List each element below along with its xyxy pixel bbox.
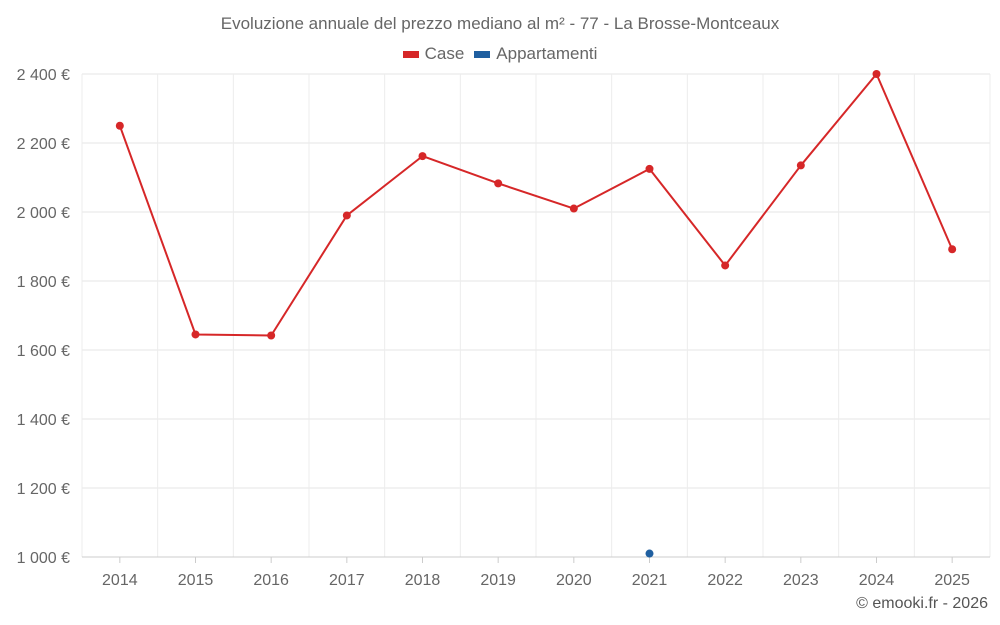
x-tick-label: 2014	[102, 572, 138, 589]
x-tick-label: 2022	[707, 572, 743, 589]
data-point-appartamenti	[645, 549, 654, 558]
data-point-case	[342, 211, 351, 220]
data-point-case	[872, 70, 881, 78]
legend-swatch-case	[402, 50, 419, 58]
x-tick-label: 2019	[480, 572, 516, 589]
series-line-case	[118, 73, 954, 337]
data-point-case	[494, 179, 503, 188]
x-tick-label: 2017	[329, 572, 365, 589]
data-point-case	[191, 330, 200, 339]
credit-text: © emooki.fr - 2026	[856, 595, 988, 612]
chart-title: Evoluzione annuale del prezzo mediano al…	[220, 14, 780, 33]
legend-label-appartamenti: Appartamenti	[496, 44, 598, 63]
data-point-case	[267, 331, 276, 340]
legend-item-appartamenti[interactable]: Appartamenti	[474, 44, 597, 64]
legend: Case Appartamenti	[0, 44, 1000, 64]
data-point-case	[721, 261, 730, 270]
y-tick-label: 2 000 €	[17, 205, 70, 222]
y-tick-label: 1 200 €	[17, 481, 70, 498]
data-point-case	[796, 161, 805, 170]
legend-label-case: Case	[424, 44, 465, 63]
x-tick-label: 2023	[783, 572, 819, 589]
data-point-case	[418, 152, 427, 161]
legend-item-case[interactable]: Case	[402, 44, 465, 64]
data-point-case	[115, 121, 124, 130]
x-tick-label: 2018	[405, 572, 441, 589]
x-tick-label: 2015	[178, 572, 214, 589]
data-point-case	[569, 204, 578, 213]
y-tick-label: 2 200 €	[17, 136, 70, 153]
x-tick-label: 2024	[859, 572, 895, 589]
y-tick-label: 1 600 €	[17, 343, 70, 360]
data-point-case	[645, 164, 654, 173]
y-tick-label: 1 000 €	[17, 550, 70, 567]
legend-swatch-appartamenti	[474, 50, 491, 58]
y-tick-label: 2 400 €	[17, 67, 70, 84]
y-tick-label: 1 400 €	[17, 412, 70, 429]
x-tick-label: 2020	[556, 572, 592, 589]
x-tick-label: 2025	[934, 572, 970, 589]
x-tick-label: 2016	[253, 572, 289, 589]
y-tick-label: 1 800 €	[17, 274, 70, 291]
x-tick-label: 2021	[632, 572, 668, 589]
data-point-case	[948, 245, 957, 254]
